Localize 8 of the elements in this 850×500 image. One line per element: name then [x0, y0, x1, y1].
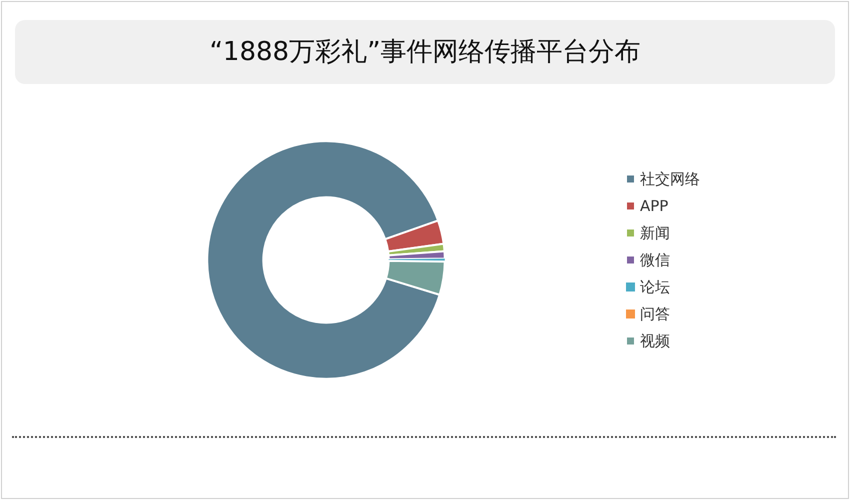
legend-label: 视频 [640, 332, 670, 350]
legend-label: 新闻 [640, 224, 670, 242]
chart-title: “1888万彩礼”事件网络传播平台分布 [15, 20, 835, 84]
legend-label: 微信 [640, 251, 670, 269]
legend-label: 论坛 [640, 278, 670, 296]
legend-label: 社交网络 [640, 170, 700, 188]
legend-label: 问答 [640, 305, 670, 323]
legend-label: APP [640, 197, 668, 215]
